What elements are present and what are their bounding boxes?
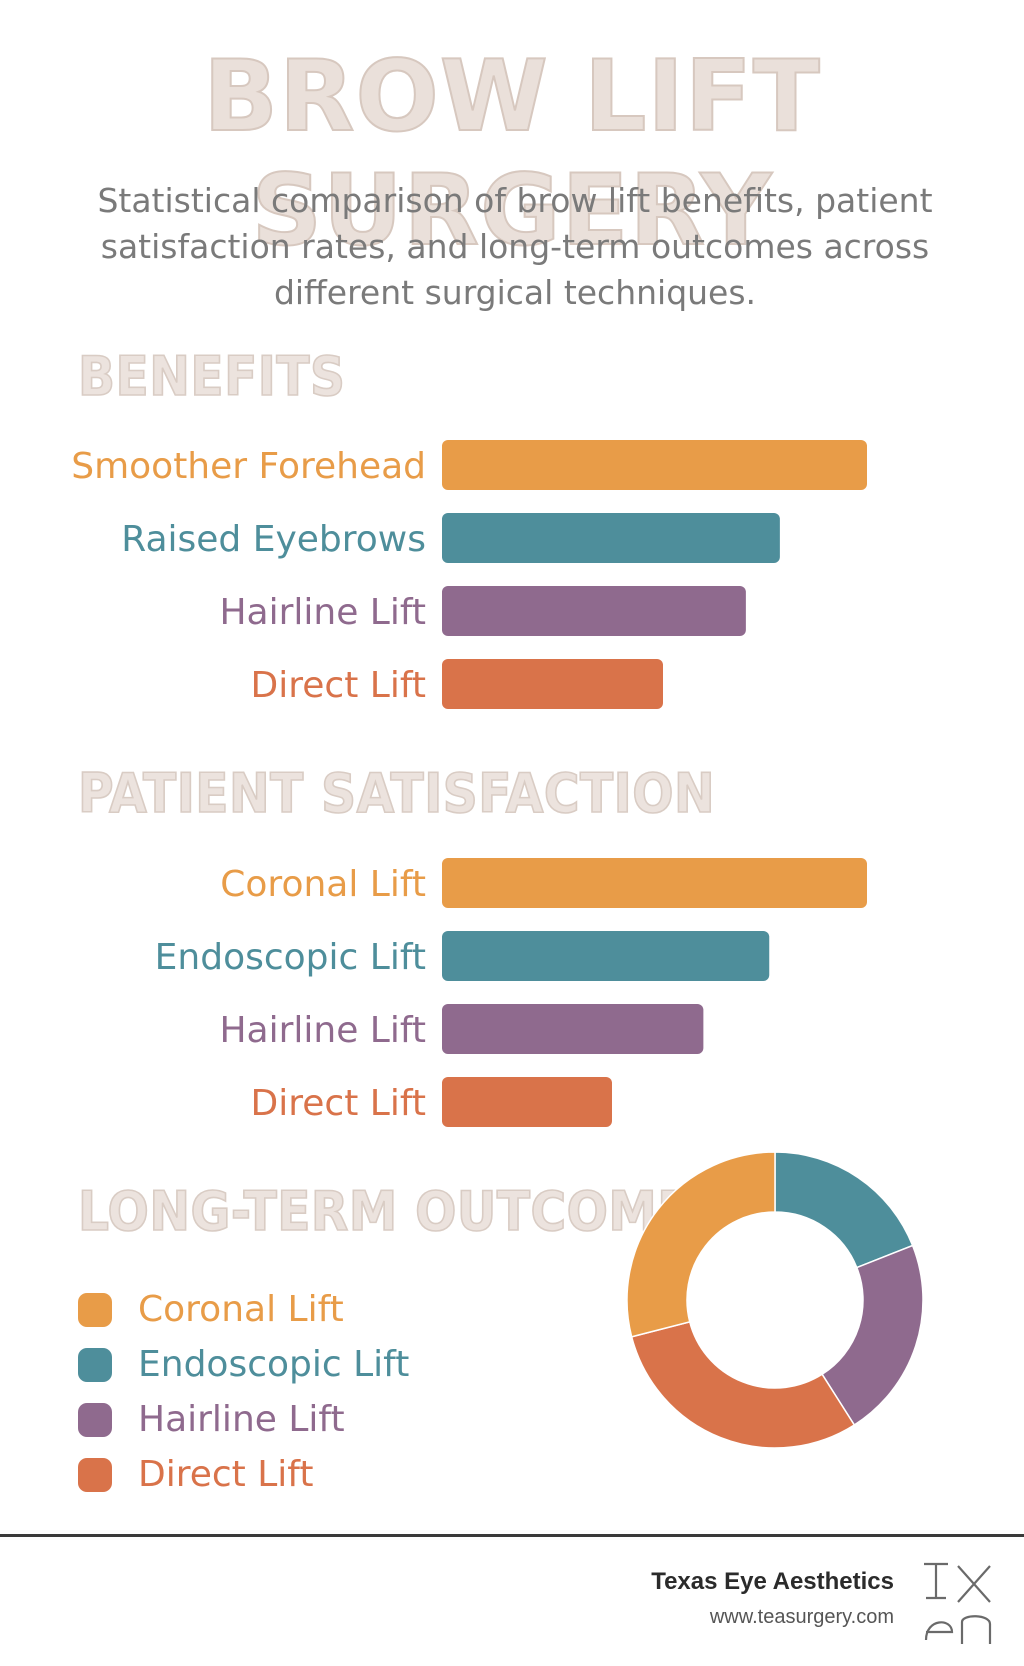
satisfaction-label-1: Endoscopic Lift [155,937,426,978]
satisfaction-bar-1 [442,931,770,981]
legend-swatch [78,1292,112,1327]
satisfaction-bar-3 [442,1077,612,1127]
satisfaction-label-0: Coronal Lift [220,864,426,905]
legend-item: Hairline Lift [78,1392,409,1447]
benefits-bar-3 [442,659,663,709]
legend-label: Hairline Lift [138,1399,345,1440]
tea-monogram-logo-icon [924,1562,992,1644]
donut-slice-0 [626,1151,776,1338]
page-title: BROW LIFT SURGERY [202,39,821,269]
satisfaction-label-3: Direct Lift [251,1083,426,1124]
outcomes-heading: LONG-TERM OUTCOMES [77,1179,727,1244]
satisfaction-bar-0 [442,858,867,908]
satisfaction-label-2: Hairline Lift [219,1010,426,1051]
benefits-heading: BENEFITS [77,344,346,409]
outcomes-donut-chart [626,1151,924,1449]
brand-name: Texas Eye Aesthetics [651,1568,894,1595]
outcomes-legend: Coronal Lift Endoscopic Lift Hairline Lift… [78,1282,409,1502]
legend-item: Endoscopic Lift [78,1337,409,1392]
legend-swatch [78,1347,112,1382]
legend-item: Coronal Lift [78,1282,409,1337]
satisfaction-bar-chart: Coronal Lift Endoscopic Lift Hairline Lift… [155,858,867,1127]
legend-swatch [78,1457,112,1492]
benefits-label-3: Direct Lift [251,665,426,706]
benefits-label-1: Raised Eyebrows [121,519,426,560]
legend-label: Coronal Lift [138,1289,344,1330]
benefits-bar-0 [442,440,867,490]
benefits-label-0: Smoother Forehead [71,446,426,487]
benefits-bar-chart: Smoother Forehead Raised Eyebrows Hairline… [71,440,867,709]
benefits-bar-2 [442,586,746,636]
satisfaction-bar-2 [442,1004,704,1054]
donut-slice-3 [630,1320,856,1449]
legend-label: Direct Lift [138,1454,314,1495]
brand-url[interactable]: www.teasurgery.com [709,1606,894,1628]
donut-slice-1 [774,1151,914,1269]
footer-divider [0,1534,1024,1537]
donut-slice-2 [821,1244,924,1426]
legend-item: Direct Lift [78,1447,409,1502]
legend-label: Endoscopic Lift [138,1344,410,1385]
page-subtitle: Statistical comparison of brow lift bene… [97,181,933,312]
benefits-bar-1 [442,513,780,563]
satisfaction-heading: PATIENT SATISFACTION [77,761,716,826]
legend-swatch [78,1402,112,1437]
benefits-label-2: Hairline Lift [219,592,426,633]
